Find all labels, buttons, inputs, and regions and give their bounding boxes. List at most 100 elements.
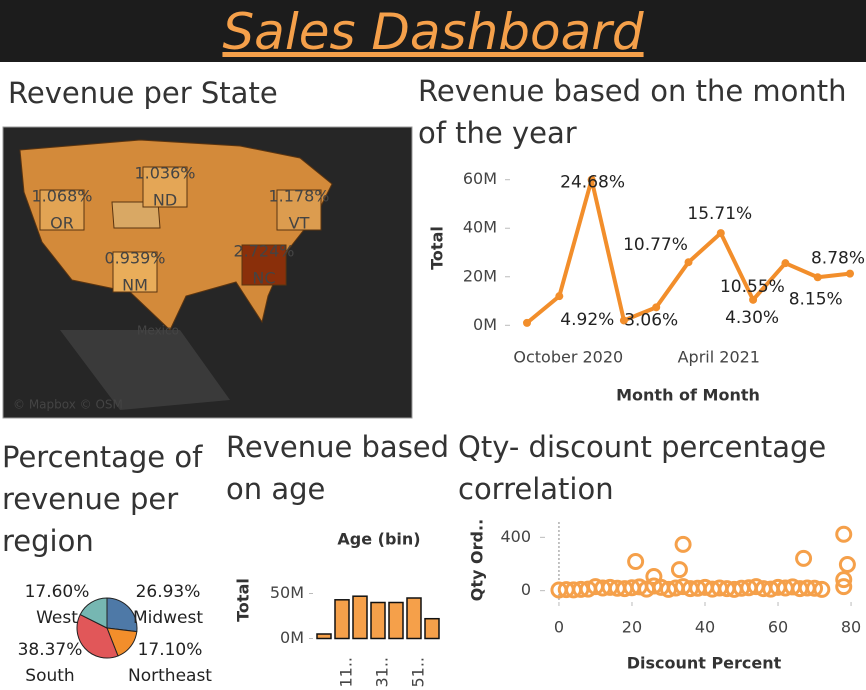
chart-title: Qty- discount percentage correlation: [458, 430, 827, 506]
dashboard-title: Sales Dashboard: [222, 3, 644, 61]
data-label: 8.15%: [789, 289, 843, 309]
pie-slice: [79, 597, 108, 629]
point: [716, 229, 725, 238]
x-tick-label: 0: [554, 618, 564, 637]
y-tick-label: 400: [500, 527, 531, 546]
y-tick-label: 50M: [270, 583, 304, 602]
place-label: Mexico: [137, 324, 179, 338]
x-tick-label: 60: [768, 618, 788, 637]
point: [555, 292, 564, 301]
state-value-label: 1.036%: [134, 164, 195, 183]
data-label: 4.92%: [560, 310, 614, 330]
state-name: ND: [153, 191, 177, 210]
chart-title: Revenue based on the month of the year: [418, 74, 847, 150]
bar: [424, 617, 440, 640]
point: [795, 549, 813, 567]
state-shape: [39, 189, 85, 231]
header: Sales Dashboard: [0, 0, 866, 62]
point: [835, 578, 853, 596]
chart-title: Percentage of revenue per region: [2, 440, 203, 558]
pie-slice: [76, 613, 119, 659]
state-name: NC: [252, 269, 275, 288]
y-tick-label: 40M: [463, 218, 497, 237]
bar: [334, 599, 350, 640]
point: [749, 295, 758, 304]
point: [838, 556, 856, 574]
x-axis-label: Month of Month: [616, 386, 760, 405]
data-label: 10.55%: [720, 277, 785, 297]
point: [813, 580, 831, 598]
chart-subtitle: Age (bin): [337, 530, 420, 549]
y-tick-label: 60M: [463, 169, 497, 188]
x-tick-label: 11..: [337, 657, 356, 688]
pie-value-label: 17.60%: [25, 582, 90, 602]
state-shape: [112, 251, 158, 293]
data-label: 3.06%: [624, 310, 678, 330]
state-shape: [241, 244, 287, 286]
data-label: 4.30%: [725, 308, 779, 328]
point: [806, 579, 824, 597]
pie-category-label: South: [25, 666, 74, 686]
point: [645, 568, 663, 586]
y-tick-label: 0M: [280, 628, 304, 647]
state-name: VT: [289, 214, 310, 233]
chart-title: Revenue based on age: [226, 430, 450, 506]
data-label: 15.71%: [687, 204, 752, 224]
bar: [406, 597, 422, 640]
x-tick-label: 31..: [373, 657, 392, 688]
state-value-label: 1.068%: [31, 187, 92, 206]
point: [619, 316, 628, 325]
state-name: NM: [122, 276, 148, 295]
y-axis-label: Total: [234, 578, 253, 622]
pie-category-label: Northeast: [128, 666, 212, 686]
pie-category-label: Midwest: [133, 608, 203, 628]
bar: [352, 595, 368, 640]
point: [587, 175, 596, 184]
state-value-label: 1.178%: [268, 187, 329, 206]
mexico-landmass: [60, 330, 230, 410]
data-label: 24.68%: [560, 173, 625, 193]
point: [846, 269, 854, 278]
state-name: OR: [50, 214, 74, 233]
data-label: 8.78%: [811, 249, 865, 269]
y-axis-label: Total: [428, 226, 447, 270]
chart-title: Revenue per State: [8, 76, 278, 110]
pie-value-label: 17.10%: [138, 640, 203, 660]
x-tick-label: 20: [622, 618, 642, 637]
point: [813, 273, 822, 282]
point: [627, 552, 645, 570]
state-shape: [142, 166, 188, 208]
state-value-label: 2.724%: [233, 242, 294, 261]
y-tick-label: 0M: [473, 315, 497, 334]
point: [652, 303, 661, 312]
point: [523, 318, 531, 327]
x-tick-label: April 2021: [678, 348, 760, 367]
y-tick-label: 0: [521, 580, 531, 599]
point: [835, 571, 853, 589]
pie-category-label: West: [36, 608, 78, 628]
y-axis-label: Qty Ord..: [468, 519, 487, 601]
attribution: © Mapbox © OSM: [13, 398, 123, 412]
pie-value-label: 26.93%: [136, 582, 201, 602]
point: [674, 535, 692, 553]
bar: [388, 601, 404, 640]
state-value-label: 0.939%: [104, 249, 165, 268]
x-tick-label: 40: [695, 618, 715, 637]
pie-slice: [106, 597, 138, 633]
bar: [370, 601, 386, 640]
point: [670, 561, 688, 579]
point: [781, 259, 790, 268]
x-tick-label: 80: [841, 618, 861, 637]
state-shape: [276, 189, 322, 231]
x-tick-label: 51..: [409, 657, 428, 688]
point: [684, 258, 693, 267]
x-axis-label: Discount Percent: [627, 654, 782, 673]
x-tick-label: October 2020: [513, 348, 623, 367]
bar: [316, 633, 332, 640]
pie-value-label: 38.37%: [18, 640, 83, 660]
data-label: 10.77%: [623, 235, 688, 255]
y-tick-label: 20M: [463, 266, 497, 285]
point: [835, 525, 853, 543]
